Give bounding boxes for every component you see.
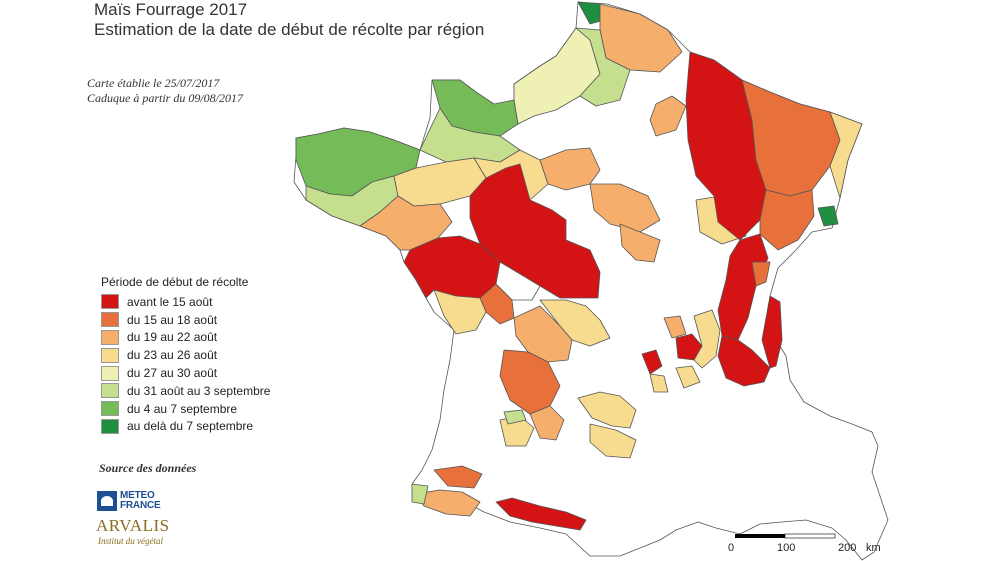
region-haute-loire-yellow (649, 373, 669, 393)
region-tarn-green (503, 409, 527, 425)
arvalis-subtitle: Institut du végétal (98, 536, 163, 546)
legend-item: du 15 au 18 août (101, 311, 270, 329)
scale-bar (735, 533, 836, 539)
arvalis-logo: ARVALIS Institut du végétal (96, 516, 176, 546)
region-rhone-red (717, 335, 771, 387)
region-franche-orange (759, 189, 815, 251)
meteo-france-logo: METEO FRANCE (97, 489, 172, 513)
region-alsace-green (817, 205, 839, 227)
map-subtitle: Estimation de la date de début de récolt… (94, 20, 485, 39)
meteo-france-icon (97, 491, 117, 511)
region-landes-orange (433, 465, 483, 489)
region-midi-yellow-1 (577, 391, 637, 429)
region-picardie (575, 27, 631, 107)
legend-swatch (101, 294, 119, 310)
legend-swatch (101, 347, 119, 363)
legend-item: au delà du 7 septembre (101, 418, 270, 436)
legend-label: du 31 août au 3 septembre (127, 383, 271, 398)
legend-swatch (101, 312, 119, 328)
region-charente (433, 289, 487, 335)
legend-label: au delà du 7 septembre (127, 419, 254, 434)
legend-swatch (101, 383, 119, 399)
legend-item: du 23 au 26 août (101, 346, 270, 364)
region-lot-garonne (529, 405, 565, 441)
scale-label-0: 0 (728, 542, 735, 554)
region-pyrenees-atlantiques (415, 489, 481, 517)
region-pyrenees-red (495, 497, 587, 531)
france-map (293, 1, 889, 561)
region-nievre-orange (619, 223, 661, 263)
region-ain-orange (751, 261, 771, 287)
legend-label: avant le 15 août (127, 294, 213, 309)
legend-label: du 15 au 18 août (127, 312, 218, 327)
region-lot-orange (513, 305, 573, 363)
scale-label-unit: km (866, 542, 881, 554)
region-idf-orange (539, 147, 601, 191)
legend-title: Période de début de récolte (101, 275, 249, 289)
legend: avant le 15 août du 15 au 18 août du 19 … (101, 293, 270, 435)
region-aube-orange (649, 95, 687, 137)
map-date-note: Carte établie le 25/07/2017 (87, 76, 220, 90)
meteo-france-text: METEO FRANCE (120, 490, 161, 511)
scale-label-100: 100 (777, 542, 796, 554)
legend-label: du 4 au 7 septembre (127, 401, 238, 416)
region-alpes-red (761, 295, 783, 369)
region-midi-yellow-2 (589, 423, 637, 459)
legend-swatch (101, 329, 119, 345)
legend-swatch (101, 418, 119, 434)
region-alsace-yellow (829, 111, 863, 199)
region-centre-red (469, 163, 601, 299)
region-puy-red (641, 349, 663, 375)
region-lozere-yellow (675, 365, 701, 389)
region-lorraine-orange (741, 79, 841, 197)
region-auvergne-yellow (693, 309, 721, 369)
legend-label: du 23 au 26 août (127, 348, 218, 363)
arvalis-name: ARVALIS (96, 516, 170, 535)
region-basque-green (411, 483, 429, 505)
legend-item: du 31 août au 3 septembre (101, 382, 270, 400)
legend-label: du 27 au 30 août (127, 366, 218, 381)
map-title: Maïs Fourrage 2017 (94, 0, 248, 19)
legend-item: du 4 au 7 septembre (101, 400, 270, 418)
legend-item: avant le 15 août (101, 293, 270, 311)
scale-label-200: 200 (838, 542, 857, 554)
legend-label: du 19 au 22 août (127, 330, 218, 345)
legend-item: du 27 au 30 août (101, 364, 270, 382)
source-label: Source des données (99, 461, 197, 475)
region-yonne-orange (589, 183, 661, 233)
legend-item: du 19 au 22 août (101, 329, 270, 347)
region-loire-orange (663, 315, 687, 339)
legend-swatch (101, 401, 119, 417)
map-expiry-note: Caduque à partir du 09/08/2017 (87, 91, 244, 105)
legend-swatch (101, 365, 119, 381)
